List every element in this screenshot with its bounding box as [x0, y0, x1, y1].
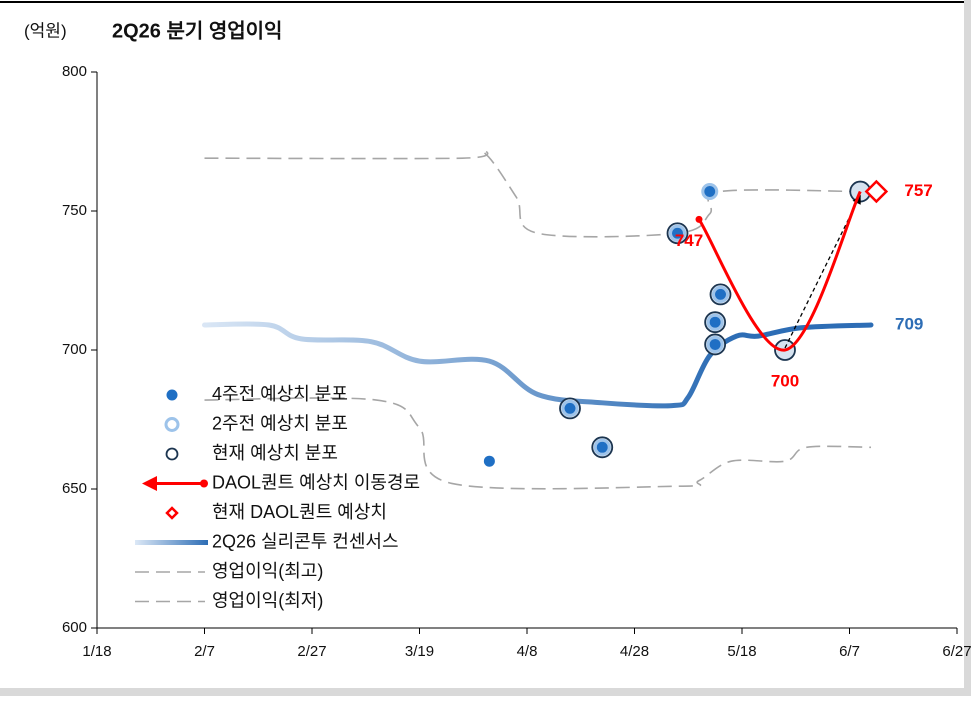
range-line — [204, 397, 872, 490]
x-tick-label: 4/8 — [517, 643, 538, 660]
daol-value-label: 700 — [771, 371, 799, 390]
estimate-4w — [564, 402, 576, 414]
legend-label: 현재 예상치 분포 — [212, 443, 338, 463]
right-border — [964, 0, 971, 696]
y-tick-label: 750 — [62, 202, 87, 219]
x-tick-label: 6/7 — [839, 643, 860, 660]
daol-path — [697, 190, 862, 352]
y-axis-unit: (억원) — [24, 21, 67, 40]
y-tick-label: 700 — [62, 341, 87, 358]
legend-label: 영업이익(최고) — [212, 561, 323, 581]
estimate-4w — [596, 441, 608, 453]
legend-symbol — [165, 447, 179, 461]
legend-label: 2주전 예상치 분포 — [212, 413, 348, 433]
x-tick-label: 2/7 — [194, 643, 215, 660]
chart-title: 2Q26 분기 영업이익 — [112, 19, 282, 42]
x-tick-label: 2/27 — [297, 643, 326, 660]
legend-label: 영업이익(최저) — [212, 590, 323, 610]
daol-value-label: 747 — [675, 231, 703, 250]
estimate-4w — [709, 316, 721, 328]
estimate-4w — [704, 186, 716, 198]
x-tick-label: 5/18 — [727, 643, 756, 660]
daol-current — [864, 179, 889, 204]
legend-symbol — [164, 417, 180, 432]
y-tick-label: 800 — [62, 63, 87, 80]
consensus-line — [202, 321, 874, 409]
legend-label: 2Q26 실리콘투 컨센서스 — [212, 531, 399, 551]
y-tick-label: 650 — [62, 480, 87, 497]
legend-label: 4주전 예상치 분포 — [212, 384, 348, 404]
y-tick-label: 600 — [62, 619, 87, 636]
plot: 600 650 700 750 800 1/18 2/7 2/27 3/19 4/8 4/28 5/1… — [62, 63, 971, 660]
x-tick-label: 4/28 — [620, 643, 649, 660]
legend-symbol — [166, 389, 178, 401]
daol-start — [695, 215, 703, 223]
consensus-value-label: 709 — [895, 314, 923, 333]
bottom-border — [0, 688, 971, 696]
estimate-4w — [672, 227, 683, 239]
x-tick-label: 1/18 — [82, 643, 111, 660]
x-tick-label: 6/27 — [942, 643, 971, 660]
legend-label: DAOL퀀트 예상치 이동경로 — [212, 472, 420, 492]
x-tick-label: 3/19 — [405, 643, 434, 660]
legend-symbol — [200, 479, 208, 488]
legend-symbol — [165, 506, 179, 520]
estimate-4w — [715, 288, 726, 300]
estimate-4w — [709, 338, 721, 350]
estimate-4w — [483, 455, 495, 467]
daol-current-label: 757 — [904, 181, 932, 200]
legend-label: 현재 DAOL퀀트 예상치 — [212, 502, 387, 522]
